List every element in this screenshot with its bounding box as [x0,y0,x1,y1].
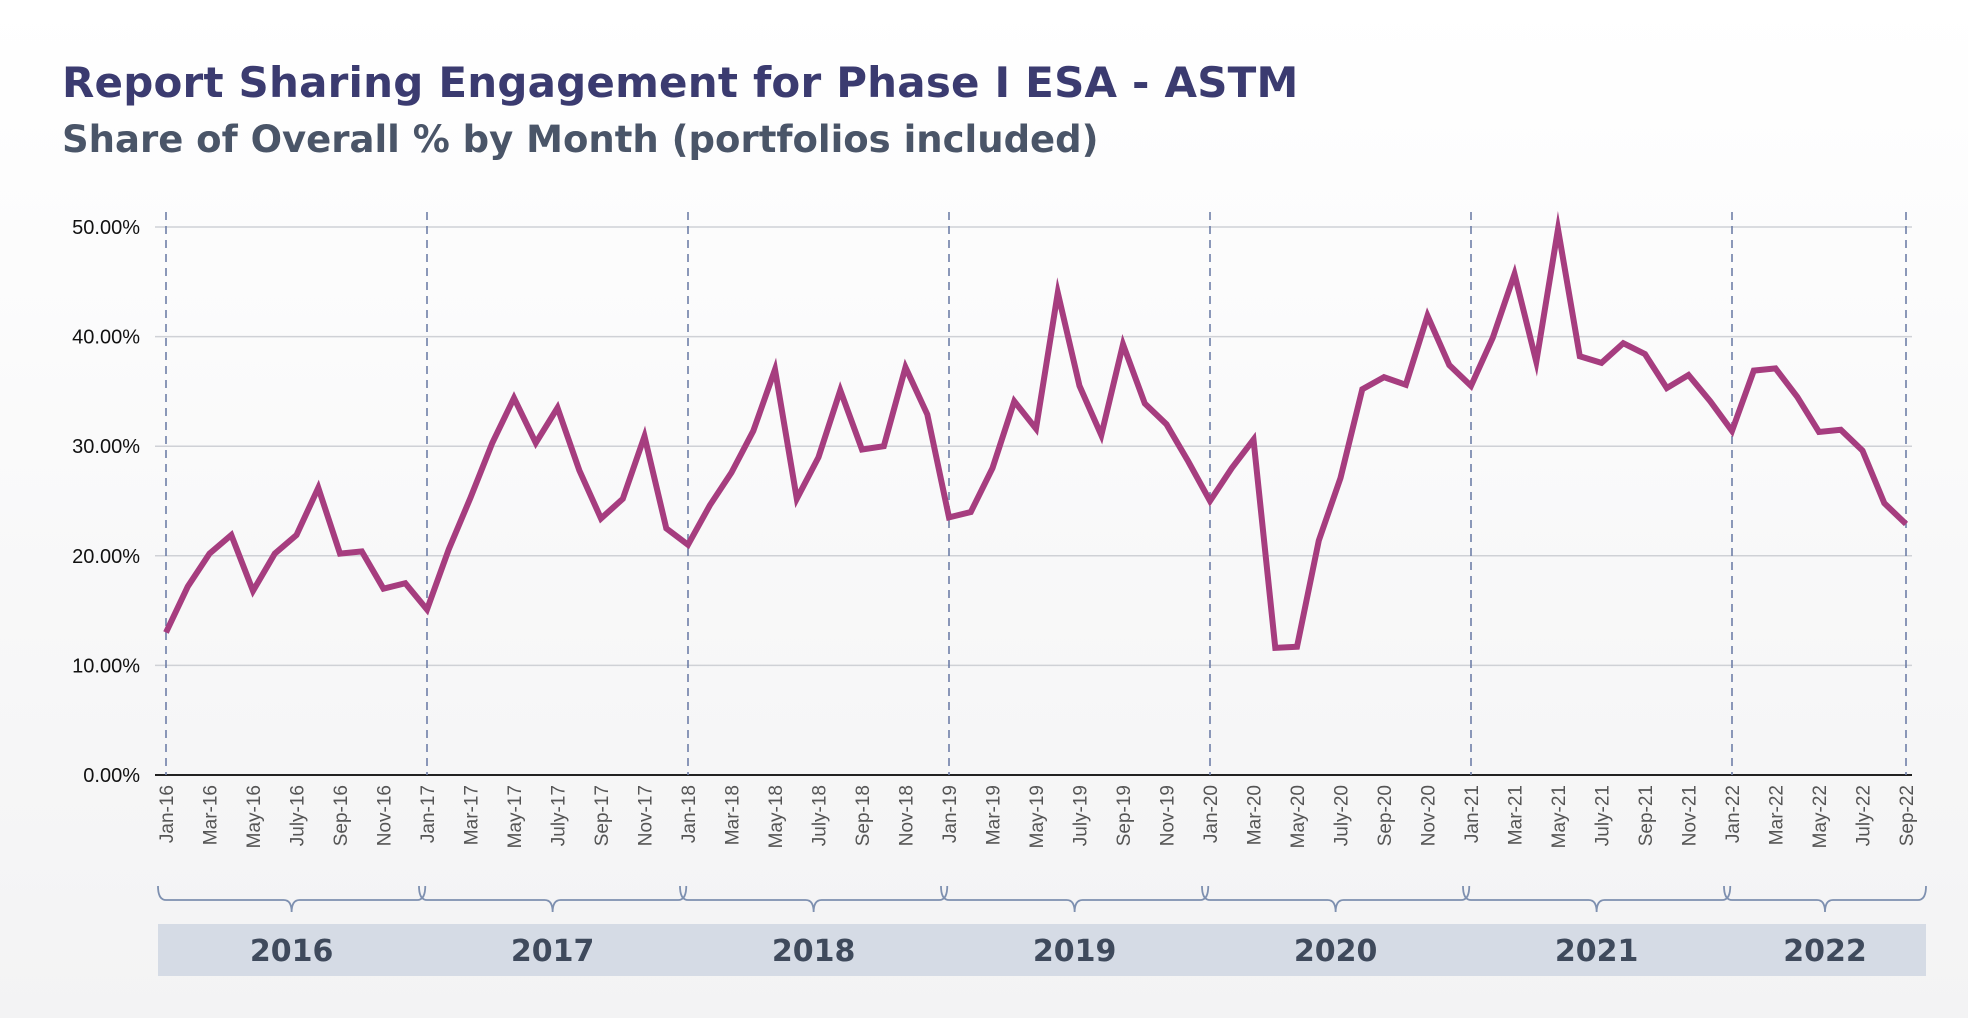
x-tick-label: Sep-18 [853,785,874,846]
x-tick-label: July-16 [288,785,309,846]
x-tick-label: Nov-17 [636,785,657,846]
x-tick-label: Jan-16 [157,785,178,843]
x-tick-label: Jan-21 [1462,785,1483,843]
x-tick-label: Jan-17 [418,785,439,843]
y-axis: 0.00% 10.00% 20.00% 30.00% 40.00% 50.00% [72,217,1912,787]
x-tick-label: Nov-19 [1158,785,1179,846]
series-layer [163,211,1909,652]
year-label: 2020 [1294,934,1378,969]
x-tick-label: Mar-18 [723,785,744,845]
year-bracket [157,885,427,913]
x-tick-label: July-20 [1332,785,1353,846]
x-tick-label: Nov-18 [897,785,918,846]
year-box [158,924,426,976]
x-tick-label: May-19 [1027,785,1048,848]
x-tick-label: Sep-20 [1375,785,1396,846]
year-box [1724,924,1926,976]
year-bracket [1201,885,1471,913]
y-tick-label: 10.00% [72,655,140,677]
year-box [1463,924,1731,976]
x-tick-label: Mar-16 [201,785,222,845]
y-tick-label: 30.00% [72,436,140,458]
year-bracket [679,885,949,913]
year-bracket [1723,885,1927,913]
x-tick-label: Sep-19 [1114,785,1135,846]
x-tick-label: Jan-22 [1723,785,1744,843]
year-label: 2022 [1783,934,1867,969]
x-tick-label: Mar-17 [462,785,483,845]
x-tick-label: July-18 [810,785,831,846]
chart-subtitle: Share of Overall % by Month (portfolios … [62,118,1099,161]
x-tick-label: Mar-22 [1767,785,1788,845]
year-bracket [418,885,688,913]
x-tick-label: Mar-19 [984,785,1005,845]
x-tick-label: May-18 [766,785,787,848]
x-tick-label: Jan-19 [940,785,961,843]
x-tick-label: Sep-22 [1897,785,1918,846]
x-tick-label: July-19 [1071,785,1092,846]
x-tick-label: Mar-21 [1506,785,1527,845]
chart-title: Report Sharing Engagement for Phase I ES… [62,58,1299,107]
x-tick-label: May-17 [505,785,526,848]
x-tick-label: Mar-20 [1245,785,1266,845]
x-tick-label: May-16 [244,785,265,848]
x-axis: Jan-16 Mar-16 May-16 July-16 Sep-16 Nov-16 Jan… [157,785,1918,848]
x-tick-label: May-20 [1288,785,1309,848]
x-tick-label: July-17 [549,785,570,846]
x-tick-label: Nov-21 [1680,785,1701,846]
year-bracket [1462,885,1732,913]
x-tick-label: Sep-17 [592,785,613,846]
x-tick-label: Sep-21 [1636,785,1657,846]
x-tick-label: July-21 [1593,785,1614,846]
year-label: 2019 [1033,934,1117,969]
x-tick-label: Jan-18 [679,785,700,843]
year-bracket [940,885,1210,913]
series-line [163,211,1909,652]
x-tick-label: Nov-20 [1419,785,1440,846]
x-tick-label: July-22 [1854,785,1875,846]
x-tick-label: Jan-20 [1201,785,1222,843]
year-label: 2017 [511,934,595,969]
y-tick-label: 0.00% [83,765,140,787]
year-box [941,924,1209,976]
year-box [680,924,948,976]
x-tick-label: May-21 [1549,785,1570,848]
year-label: 2018 [772,934,856,969]
y-tick-label: 50.00% [72,217,140,239]
year-dividers [165,212,1907,775]
year-label: 2021 [1555,934,1639,969]
year-groups: 2016 2017 2018 2019 2020 2021 2022 [157,885,1927,976]
x-tick-label: May-22 [1810,785,1831,848]
grid-lines [155,226,1912,667]
y-tick-label: 20.00% [72,546,140,568]
year-label: 2016 [250,934,334,969]
x-tick-label: Nov-16 [375,785,396,846]
year-box [419,924,687,976]
year-box [1202,924,1470,976]
x-tick-label: Sep-16 [331,785,352,846]
y-tick-label: 40.00% [72,327,140,349]
